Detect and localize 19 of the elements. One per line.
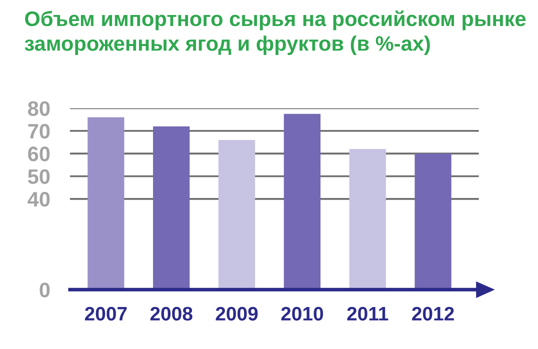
x-tick-label: 2007 [84,306,127,321]
bar [414,154,452,290]
bar [349,149,386,290]
x-tick-label: 2010 [281,306,324,321]
bar [88,117,124,290]
x-tick-label: 2008 [150,306,192,321]
bar [153,126,190,290]
y-tick-label: 0 [40,282,50,298]
y-tick-label: 70 [28,124,50,139]
bar [284,114,320,290]
y-tick-label: 50 [28,169,50,184]
chart-title: Объем импортного сырья на российском рынке замороженных ягод и фруктов (в %-ах) [24,10,526,55]
y-tick-label: 80 [28,101,50,116]
y-tick-label: 60 [28,146,50,162]
x-tick-label: 2011 [347,306,388,321]
x-tick-label: 2009 [216,306,258,321]
bar [218,140,256,290]
x-tick-label: 2012 [412,306,454,321]
y-tick-label: 40 [28,192,50,207]
